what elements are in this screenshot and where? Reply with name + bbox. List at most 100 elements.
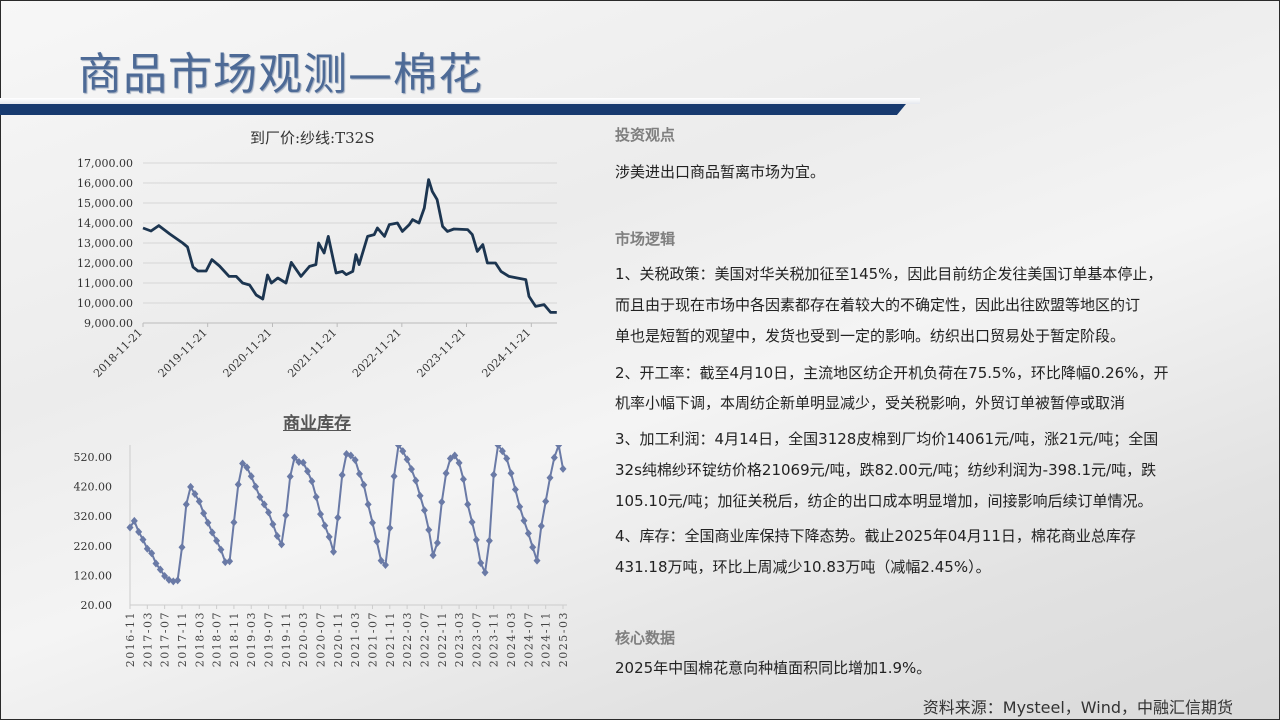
inventory-marker [559,464,567,473]
market-logic-line: 431.18万吨，环比上周减少10.83万吨（减幅2.45%）。 [615,558,991,576]
inventory-marker [252,482,260,491]
x-tick-label: 2020-07 [315,611,328,667]
x-tick-label: 2019-11 [280,611,293,667]
inventory-marker [477,558,485,567]
market-logic-header: 市场逻辑 [615,230,676,248]
y-tick-label: 12,000.00 [77,257,133,270]
x-tick-label: 2024-11-21 [479,326,533,380]
x-tick-label: 2019-11-21 [156,326,210,380]
inventory-marker [433,538,441,547]
x-tick-label: 2022-07 [418,611,431,667]
inventory-marker [213,536,221,545]
inventory-marker [221,558,229,567]
inventory-marker [156,565,164,574]
inventory-marker [130,516,138,525]
investment-view-text: 涉美进出口商品暂离市场为宜。 [615,163,826,181]
inventory-marker [226,557,234,566]
x-tick-label: 2021-11 [384,611,397,667]
x-tick-label: 2023-03 [453,611,466,667]
inventory-marker [425,525,433,534]
y-tick-label: 520.00 [74,451,113,464]
market-logic-line: 3、加工利润：4月14日，全国3128皮棉到厂均价14061元/吨，涨21元/吨… [615,430,1159,448]
price-series-line [142,178,557,314]
x-tick-label: 2016-11 [124,611,137,667]
inventory-marker [247,472,255,481]
inventory-marker [256,492,264,501]
y-tick-label: 14,000.00 [77,217,133,230]
inventory-marker [282,511,290,520]
inventory-marker [485,536,493,545]
x-tick-label: 2021-03 [349,611,362,667]
inventory-marker [481,568,489,577]
market-logic-line: 2、开工率：截至4月10日，主流地区纺企开机负荷在75.5%，环比降幅0.26%… [615,364,1169,382]
header-bar [0,104,906,115]
x-tick-label: 2017-11 [176,611,189,667]
x-tick-label: 2020-11 [332,611,345,667]
core-data-text: 2025年中国棉花意向种植面积同比增加1.9%。 [615,659,932,677]
inventory-marker [516,502,524,511]
inventory-marker [334,513,342,522]
x-tick-label: 2021-07 [366,611,379,667]
inventory-marker [386,524,394,533]
inventory-marker [161,571,169,580]
inventory-marker [459,475,467,484]
x-tick-label: 2020-11-21 [221,326,275,380]
x-tick-label: 2018-11-21 [91,326,145,380]
inventory-marker [304,467,312,476]
inventory-marker [455,458,463,467]
inventory-marker [407,465,415,474]
header-highlight [0,98,920,104]
inventory-marker [321,521,329,530]
investment-view-header: 投资观点 [615,126,676,144]
inventory-marker [529,543,537,552]
y-tick-label: 320.00 [74,510,113,523]
x-tick-label: 2017-07 [159,611,172,667]
inventory-marker [273,532,281,541]
inventory-marker [299,458,307,467]
inventory-marker [351,455,359,464]
inventory-marker [317,510,325,519]
x-tick-label: 2023-11-21 [415,326,469,380]
inventory-marker [373,537,381,546]
y-tick-label: 17,000.00 [77,157,133,170]
price-chart: 9,000.00 10,000.00 11,000.00 12,000.00 13,00… [77,157,557,380]
inventory-marker [472,535,480,544]
x-tick-label: 2022-11-21 [350,326,404,380]
inventory-marker [178,543,186,552]
inventory-marker [269,520,277,529]
inventory-marker [364,500,372,509]
inventory-marker [468,518,476,527]
y-tick-label: 20.00 [81,599,113,612]
inventory-marker [152,559,160,568]
y-tick-label: 120.00 [74,569,113,582]
inventory-marker [537,521,545,530]
inventory-marker [195,497,203,506]
data-source: 资料来源：Mysteel，Wind，中融汇信期货 [922,698,1233,717]
inventory-marker [360,480,368,489]
inventory-marker [286,472,294,481]
inventory-marker [243,463,251,472]
market-logic-line: 1、关税政策：美国对华关税加征至145%，因此目前纺企发往美国订单基本停止， [615,265,1163,283]
inventory-marker [148,549,156,558]
inventory-marker [126,523,134,532]
price-chart-title: 到厂价:纱线:T32S [250,129,375,147]
inventory-marker [330,547,338,556]
inventory-marker [343,450,350,459]
inventory-marker [368,518,376,527]
inventory-marker [135,527,143,536]
inventory-marker [347,451,355,460]
inventory-marker [295,458,303,467]
inventory-marker [494,445,502,450]
x-tick-label: 2020-03 [297,611,310,667]
x-tick-label: 2022-11 [436,611,449,667]
inventory-marker [338,471,346,480]
x-tick-label: 2023-07 [470,611,483,667]
x-tick-label: 2017-03 [141,611,154,667]
inventory-marker [412,476,420,485]
x-tick-label: 2018-07 [211,611,224,667]
market-logic-line: 单也是短暂的观望中，发货也受到一定的影响。纺织出口贸易处于暂定阶段。 [615,327,1126,345]
inventory-marker [381,561,389,570]
x-tick-label: 2024-11 [540,611,553,667]
market-logic-line: 32s纯棉纱环锭纺价格21069元/吨，跌82.00元/吨；纺纱利润为-398.… [615,461,1157,479]
inventory-marker [230,518,238,527]
